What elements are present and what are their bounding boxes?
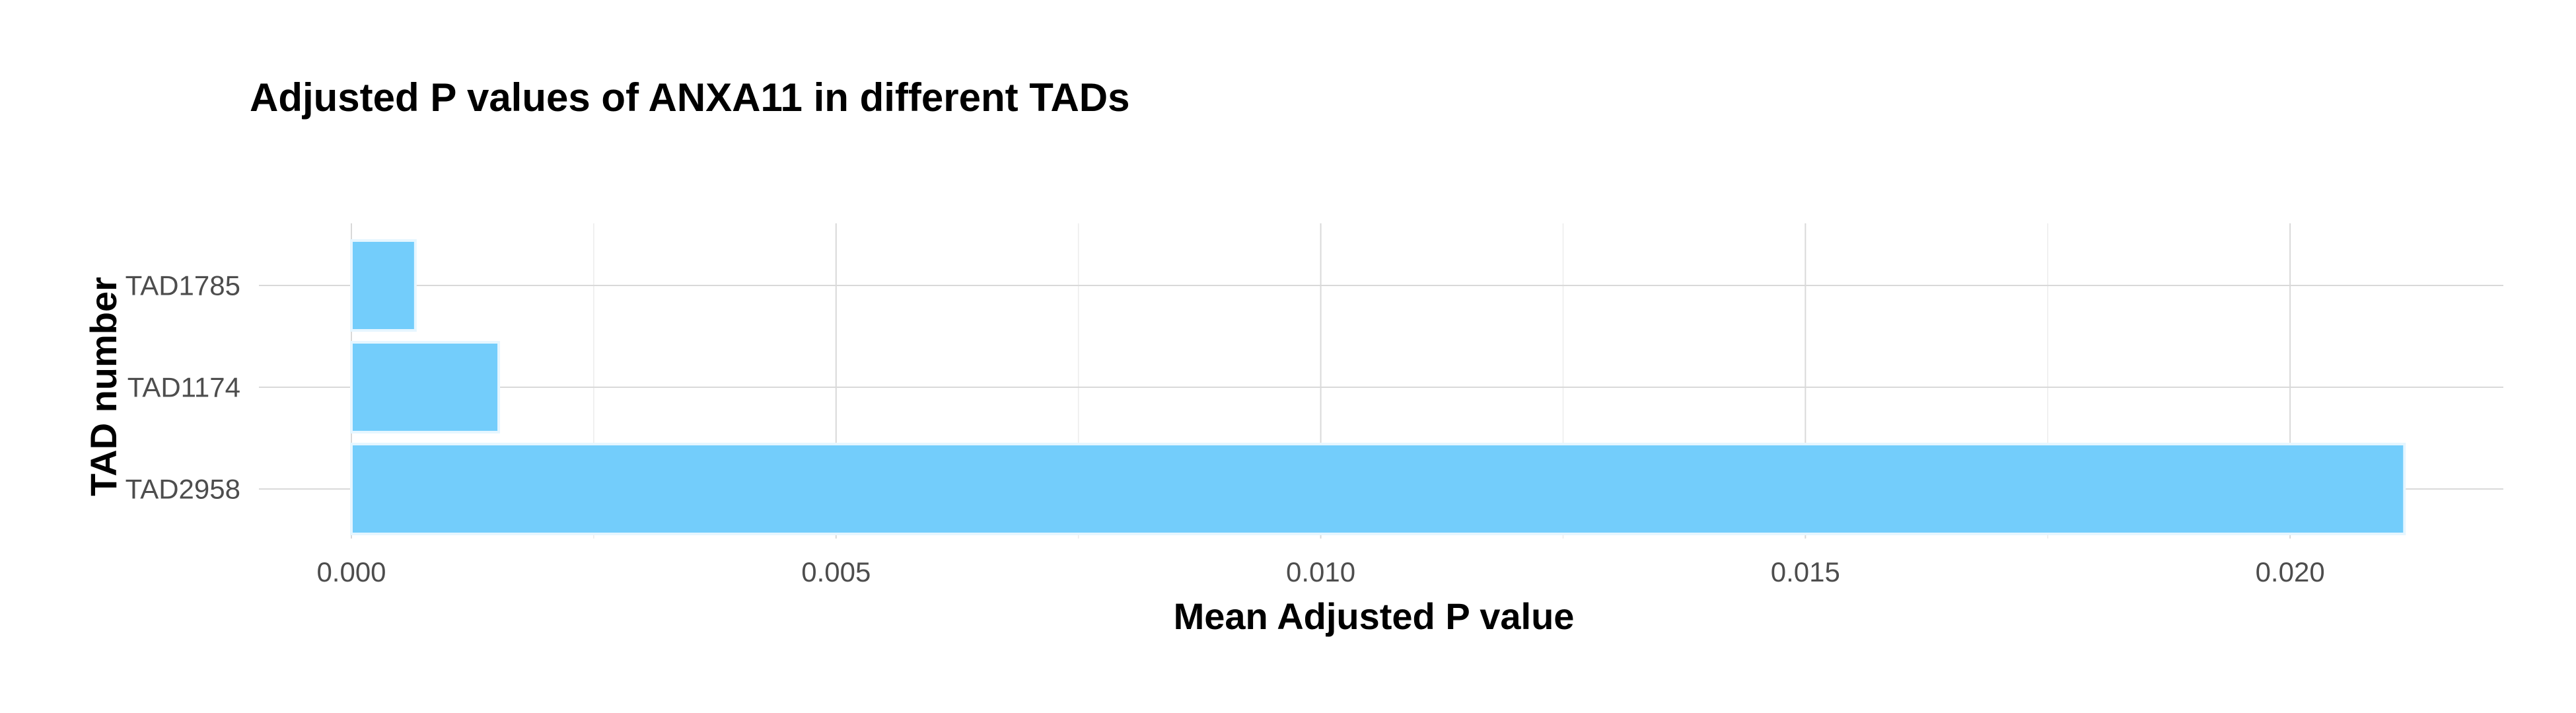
x-tick-labels: 0.000 0.005 0.010 0.015 0.020 [316,556,2324,587]
x-tick-label: 0.020 [2256,556,2325,587]
x-tick-label: 0.000 [316,556,386,587]
x-tick-label: 0.005 [801,556,871,587]
chart-title: Adjusted P values of ANXA11 in different… [250,75,1129,120]
y-axis-title: TAD number [83,277,124,496]
x-tick-label: 0.010 [1286,556,1355,587]
y-tick-label: TAD2958 [125,474,240,505]
bars [350,239,2406,535]
bar-tad1785 [350,239,417,332]
bar-tad1174 [350,341,501,433]
y-tick-label: TAD1785 [125,270,240,301]
x-axis-title: Mean Adjusted P value [1174,595,1575,637]
y-tick-labels: TAD1785 TAD1174 TAD2958 [125,270,240,505]
y-tick-label: TAD1174 [127,372,240,403]
bar-tad2958 [350,443,2406,535]
x-tick-label: 0.015 [1771,556,1840,587]
